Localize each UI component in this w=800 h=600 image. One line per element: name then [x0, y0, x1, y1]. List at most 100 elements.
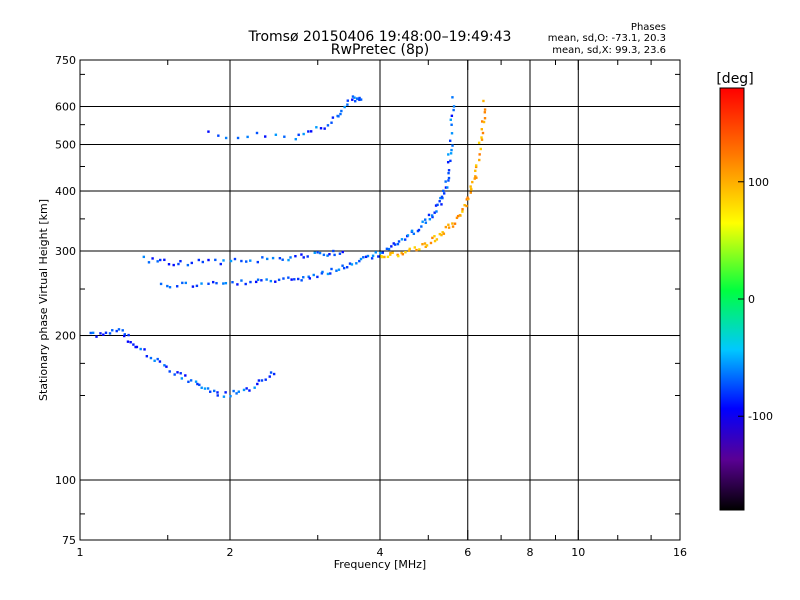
- data-point: [198, 383, 201, 387]
- data-point: [474, 175, 477, 178]
- y-tick-label: 600: [55, 101, 76, 114]
- data-point: [443, 192, 446, 195]
- data-point: [478, 158, 481, 162]
- y-tick-label: 100: [55, 474, 76, 487]
- data-point: [475, 176, 478, 179]
- data-point: [297, 277, 300, 281]
- data-point: [159, 258, 162, 262]
- data-point: [470, 188, 473, 191]
- data-point: [207, 282, 210, 285]
- data-point: [358, 98, 361, 102]
- data-point: [415, 248, 418, 252]
- data-point: [449, 118, 452, 121]
- data-point: [425, 244, 429, 247]
- data-point: [451, 222, 454, 225]
- data-point: [274, 280, 277, 283]
- data-point: [203, 387, 207, 390]
- data-point: [274, 133, 278, 136]
- axis-ticks: [79, 59, 681, 541]
- data-point: [197, 258, 201, 262]
- data-point: [455, 216, 459, 220]
- data-point: [269, 279, 273, 283]
- data-point: [438, 232, 442, 236]
- data-point: [424, 218, 427, 221]
- data-point: [379, 251, 382, 255]
- data-point: [433, 235, 436, 238]
- data-point: [126, 340, 130, 343]
- data-point: [315, 126, 318, 129]
- data-point: [181, 281, 184, 285]
- data-point: [236, 136, 240, 140]
- data-point: [442, 232, 446, 235]
- data-point: [224, 136, 228, 140]
- data-point: [195, 284, 199, 288]
- x-tick-label: 6: [464, 546, 471, 559]
- data-point: [229, 394, 232, 398]
- data-point: [123, 334, 126, 338]
- data-point: [153, 359, 156, 362]
- data-point: [257, 379, 261, 382]
- data-point: [448, 139, 452, 142]
- data-point: [444, 225, 448, 229]
- data-point: [115, 329, 118, 333]
- data-point: [89, 331, 92, 335]
- data-point: [175, 285, 179, 288]
- data-point: [121, 329, 124, 332]
- data-point: [371, 254, 375, 257]
- data-point: [260, 379, 264, 382]
- data-point: [391, 251, 394, 254]
- data-point: [256, 382, 259, 386]
- data-point: [219, 262, 222, 266]
- data-point: [316, 275, 319, 279]
- data-point: [400, 251, 403, 255]
- data-point: [163, 364, 166, 367]
- data-point: [483, 108, 487, 111]
- data-point: [99, 332, 102, 335]
- data-point: [321, 270, 324, 274]
- data-point: [168, 286, 172, 289]
- data-point: [431, 236, 434, 240]
- data-point: [481, 131, 485, 135]
- data-point: [436, 203, 439, 207]
- y-tick-label: 400: [55, 185, 76, 198]
- data-point: [117, 328, 121, 331]
- data-point: [406, 234, 410, 237]
- data-point: [283, 135, 286, 138]
- data-point: [348, 262, 352, 265]
- data-point: [147, 261, 151, 264]
- data-point: [447, 223, 450, 226]
- data-point: [208, 390, 212, 393]
- data-point: [417, 228, 421, 232]
- data-point: [294, 254, 297, 258]
- data-point: [184, 374, 187, 377]
- data-point: [307, 130, 310, 133]
- data-point: [396, 242, 400, 246]
- data-point: [345, 266, 349, 269]
- data-point: [329, 272, 332, 275]
- data-point: [200, 386, 203, 389]
- data-point: [337, 115, 340, 118]
- data-point: [256, 278, 260, 281]
- data-point: [235, 392, 238, 395]
- data-point: [142, 255, 146, 259]
- data-point: [302, 132, 305, 136]
- data-point: [441, 196, 444, 200]
- data-point: [434, 204, 438, 207]
- data-point: [302, 276, 305, 279]
- data-point: [446, 161, 450, 164]
- data-point: [385, 247, 389, 251]
- data-point: [483, 111, 487, 114]
- data-point: [302, 256, 305, 259]
- data-point: [233, 257, 237, 261]
- data-point: [446, 186, 449, 189]
- data-point: [322, 253, 326, 257]
- data-point: [428, 218, 432, 221]
- data-point: [134, 345, 137, 349]
- data-point: [176, 371, 179, 374]
- data-point: [466, 196, 469, 199]
- data-point: [364, 255, 368, 259]
- data-point: [396, 253, 399, 257]
- data-point: [474, 165, 478, 169]
- data-point: [390, 245, 393, 248]
- data-point: [358, 96, 361, 100]
